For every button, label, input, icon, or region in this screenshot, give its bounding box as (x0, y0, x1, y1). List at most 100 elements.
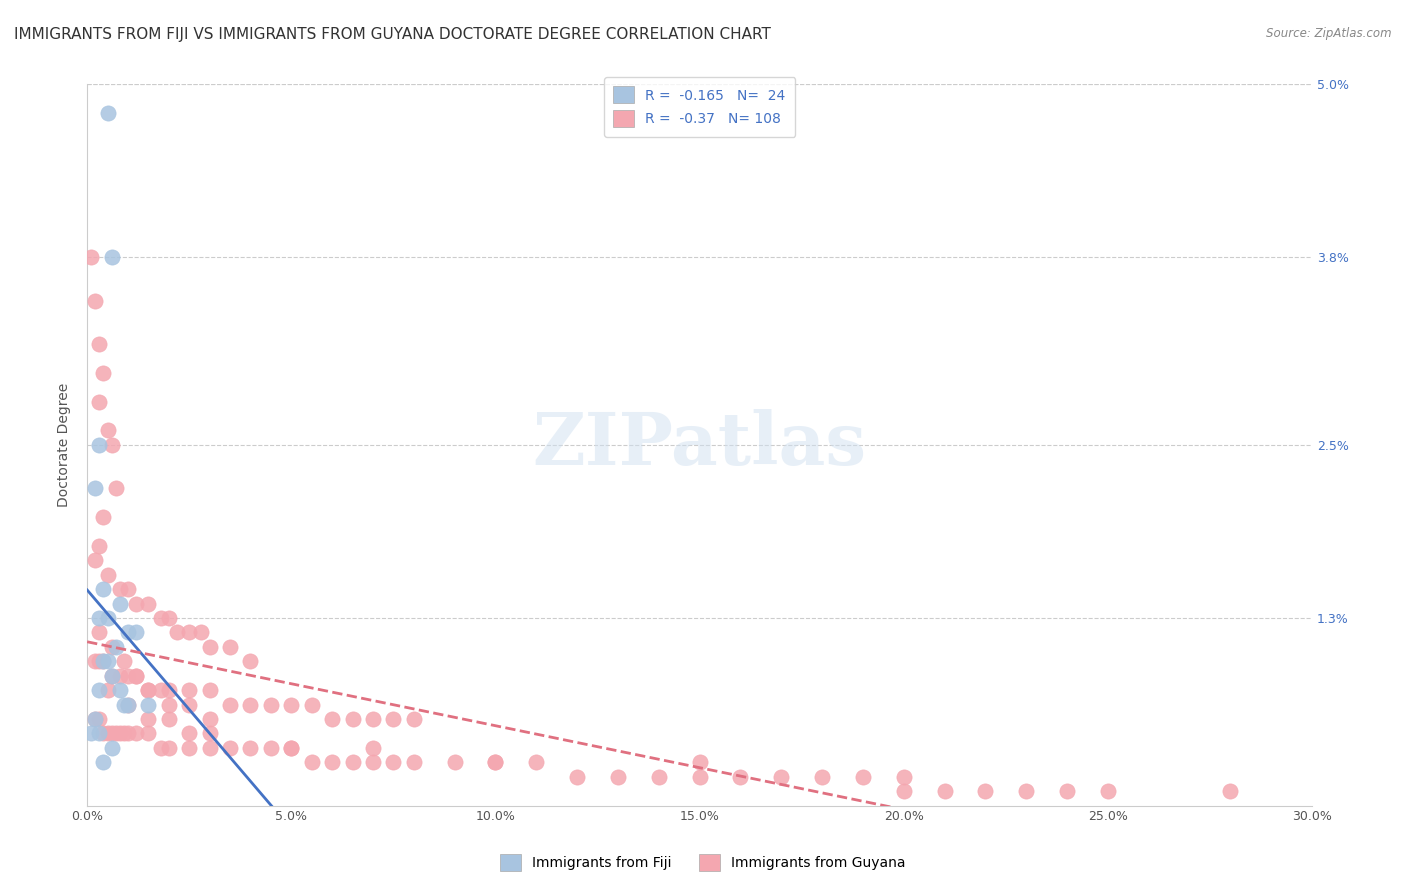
Point (198, 740, 221, 755)
Text: Source: ZipAtlas.com: Source: ZipAtlas.com (1267, 27, 1392, 40)
Point (239, 740, 262, 755)
Point (239, 654, 262, 668)
Point (112, 698, 135, 712)
Point (97, 654, 120, 668)
Point (97, 567, 120, 582)
Point (524, 756, 547, 770)
Point (1056, 784, 1078, 798)
Point (1097, 784, 1119, 798)
Point (89, 726, 111, 740)
Point (179, 683, 201, 698)
Point (179, 740, 201, 755)
Point (198, 683, 221, 698)
Point (149, 611, 172, 625)
Point (402, 712, 425, 726)
Point (157, 683, 180, 698)
Point (89, 683, 111, 698)
Point (280, 740, 302, 755)
Point (382, 712, 405, 726)
Point (190, 625, 212, 640)
Point (108, 582, 131, 597)
Point (138, 597, 160, 611)
Point (260, 740, 283, 755)
Point (484, 756, 506, 770)
Point (606, 770, 628, 784)
Point (108, 683, 131, 698)
Point (117, 669, 139, 683)
Point (138, 683, 160, 698)
Point (84, 712, 107, 726)
Point (89, 712, 111, 726)
Point (1219, 784, 1241, 798)
Point (89, 539, 111, 553)
Point (361, 740, 384, 755)
Point (179, 726, 201, 740)
Point (301, 756, 323, 770)
Point (89, 654, 111, 668)
Point (219, 640, 242, 654)
Point (934, 784, 956, 798)
Point (280, 740, 302, 755)
Point (93, 756, 115, 770)
Point (100, 669, 122, 683)
Point (117, 726, 139, 740)
Point (104, 726, 127, 740)
Y-axis label: Doctorate Degree: Doctorate Degree (58, 383, 72, 507)
Point (89, 611, 111, 625)
Point (361, 712, 384, 726)
Point (89, 337, 111, 351)
Point (100, 251, 122, 265)
Legend: Immigrants from Fiji, Immigrants from Guyana: Immigrants from Fiji, Immigrants from Gu… (495, 848, 911, 876)
Point (100, 726, 122, 740)
Point (321, 712, 343, 726)
Point (100, 640, 122, 654)
Point (260, 698, 283, 712)
Point (138, 712, 160, 726)
Point (730, 770, 752, 784)
Point (97, 611, 120, 625)
Point (321, 756, 343, 770)
Point (149, 683, 172, 698)
Point (770, 770, 793, 784)
Point (117, 625, 139, 640)
Point (100, 438, 122, 452)
Point (811, 770, 834, 784)
Point (93, 726, 115, 740)
Point (117, 698, 139, 712)
Point (166, 625, 188, 640)
Point (280, 698, 302, 712)
Point (852, 770, 875, 784)
Point (157, 611, 180, 625)
Point (893, 770, 915, 784)
Point (84, 481, 107, 495)
Point (104, 481, 127, 495)
Point (689, 756, 711, 770)
Point (125, 669, 148, 683)
Point (301, 698, 323, 712)
Point (974, 784, 997, 798)
Point (402, 756, 425, 770)
Point (219, 698, 242, 712)
Point (117, 698, 139, 712)
Point (689, 770, 711, 784)
Point (239, 698, 262, 712)
Point (125, 669, 148, 683)
Point (112, 726, 135, 740)
Point (97, 106, 120, 120)
Point (198, 712, 221, 726)
Point (84, 293, 107, 308)
Point (97, 726, 120, 740)
Point (157, 712, 180, 726)
Point (104, 640, 127, 654)
Point (342, 756, 364, 770)
Point (198, 640, 221, 654)
Point (89, 625, 111, 640)
Point (93, 366, 115, 380)
Point (108, 597, 131, 611)
Point (893, 784, 915, 798)
Text: ZIPatlas: ZIPatlas (533, 409, 866, 481)
Point (382, 756, 405, 770)
Point (100, 740, 122, 755)
Point (138, 683, 160, 698)
Point (93, 582, 115, 597)
